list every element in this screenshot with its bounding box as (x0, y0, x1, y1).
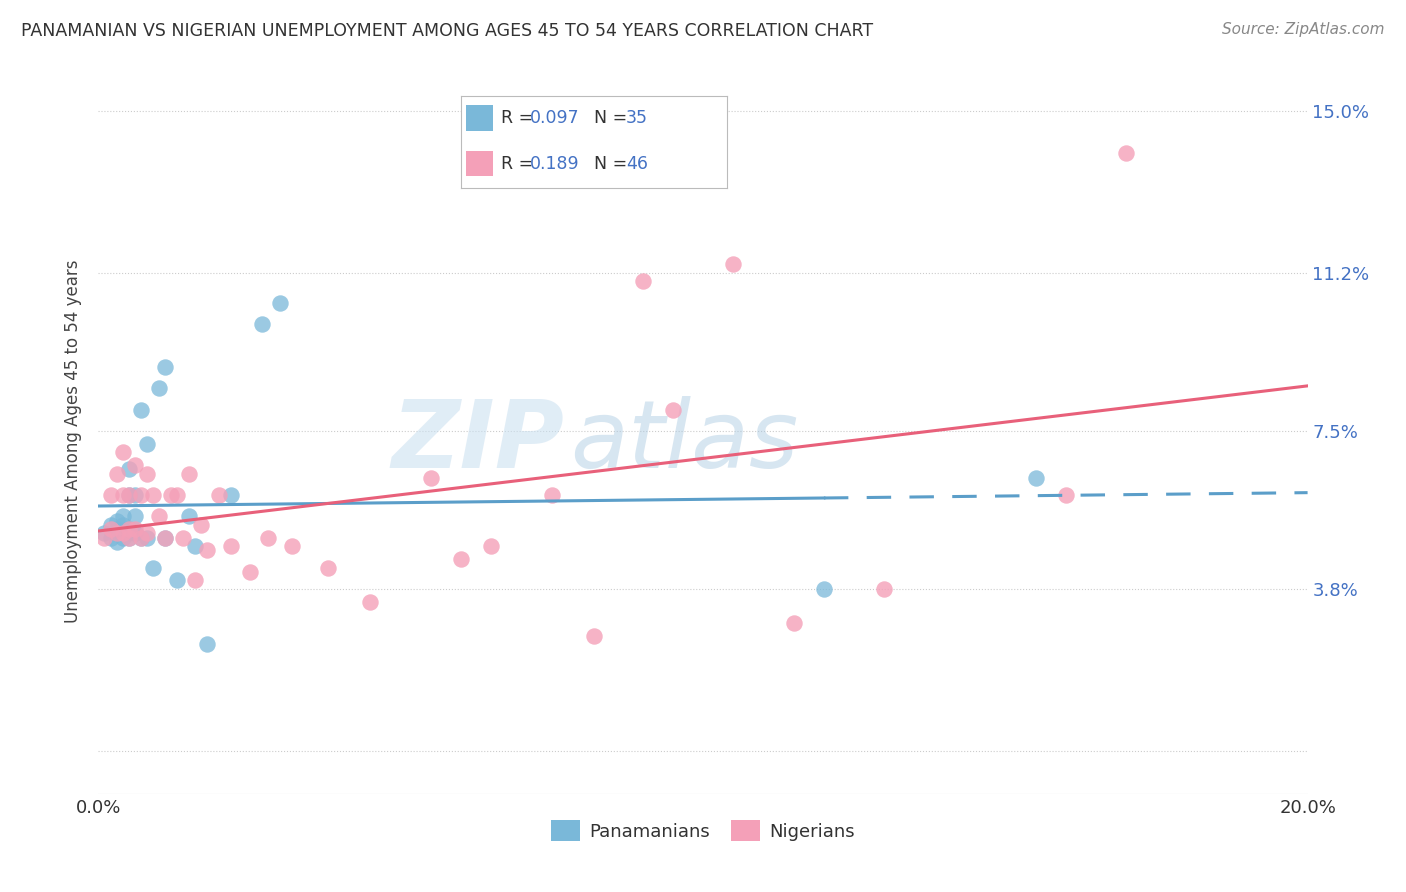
Text: R =: R = (501, 154, 544, 172)
Point (111, 526, 134, 541)
Point (166, 574, 188, 588)
Text: R =: R = (501, 109, 538, 127)
Point (118, 488, 141, 502)
Bar (467, 105, 494, 130)
Point (135, 436, 157, 450)
Point (111, 445, 134, 459)
Point (142, 488, 165, 502)
Point (135, 467, 157, 481)
Point (118, 531, 141, 545)
Point (783, 615, 806, 630)
Point (100, 531, 122, 545)
Point (184, 539, 207, 553)
Point (124, 526, 146, 541)
Point (124, 458, 146, 472)
Point (129, 531, 152, 545)
Point (153, 531, 176, 545)
Point (142, 560, 165, 574)
Point (100, 517, 122, 532)
Point (1054, 488, 1077, 502)
Point (105, 535, 128, 549)
Point (118, 488, 141, 502)
Point (166, 488, 188, 502)
Point (124, 526, 146, 541)
Text: atlas: atlas (569, 396, 799, 487)
Text: ZIP: ZIP (391, 395, 564, 488)
Point (105, 514, 128, 528)
Bar (467, 152, 494, 177)
Point (221, 539, 243, 553)
Point (723, 257, 745, 271)
Point (118, 526, 141, 541)
Point (118, 531, 141, 545)
Text: N =: N = (595, 154, 633, 172)
Y-axis label: Unemployment Among Ages 45 to 54 years: Unemployment Among Ages 45 to 54 years (65, 260, 83, 624)
Point (118, 522, 141, 536)
Point (111, 488, 134, 502)
Point (118, 522, 141, 536)
Point (208, 488, 231, 502)
Point (135, 526, 157, 541)
Point (105, 526, 128, 541)
Point (239, 565, 262, 579)
Point (124, 509, 146, 524)
Text: 35: 35 (626, 109, 648, 127)
Point (179, 509, 201, 524)
Point (221, 488, 243, 502)
Point (153, 531, 176, 545)
Point (813, 582, 835, 596)
Point (172, 531, 194, 545)
Point (195, 637, 218, 651)
Point (360, 595, 382, 609)
Point (269, 295, 291, 310)
Point (250, 317, 273, 331)
Point (124, 488, 146, 502)
Point (135, 531, 157, 545)
Point (129, 531, 152, 545)
Point (450, 552, 472, 566)
Point (540, 488, 562, 502)
Point (481, 539, 503, 553)
Point (256, 531, 278, 545)
Text: 0.189: 0.189 (530, 154, 579, 172)
Point (1024, 471, 1046, 485)
Point (111, 509, 134, 524)
Point (153, 359, 176, 374)
Point (583, 629, 606, 643)
Point (118, 462, 141, 476)
Point (184, 574, 207, 588)
Point (111, 517, 134, 532)
Point (281, 539, 304, 553)
Text: Source: ZipAtlas.com: Source: ZipAtlas.com (1222, 22, 1385, 37)
Text: PANAMANIAN VS NIGERIAN UNEMPLOYMENT AMONG AGES 45 TO 54 YEARS CORRELATION CHART: PANAMANIAN VS NIGERIAN UNEMPLOYMENT AMON… (21, 22, 873, 40)
Point (100, 488, 122, 502)
Legend: Panamanians, Nigerians: Panamanians, Nigerians (544, 813, 862, 848)
Point (1115, 146, 1137, 161)
Point (129, 402, 152, 417)
Text: 46: 46 (626, 154, 648, 172)
Point (124, 522, 146, 536)
Point (100, 522, 122, 536)
Text: 0.097: 0.097 (530, 109, 579, 127)
Point (420, 471, 443, 485)
Point (111, 531, 134, 545)
Point (148, 381, 170, 395)
Point (93, 531, 115, 545)
Point (316, 560, 339, 574)
Point (160, 488, 183, 502)
Point (105, 467, 128, 481)
Text: N =: N = (595, 109, 633, 127)
Point (873, 582, 896, 596)
Point (195, 543, 218, 558)
Point (179, 467, 201, 481)
Point (148, 509, 170, 524)
Point (93, 526, 115, 541)
Point (190, 517, 212, 532)
Point (129, 488, 152, 502)
Point (631, 274, 654, 288)
Point (105, 522, 128, 536)
Point (661, 402, 683, 417)
